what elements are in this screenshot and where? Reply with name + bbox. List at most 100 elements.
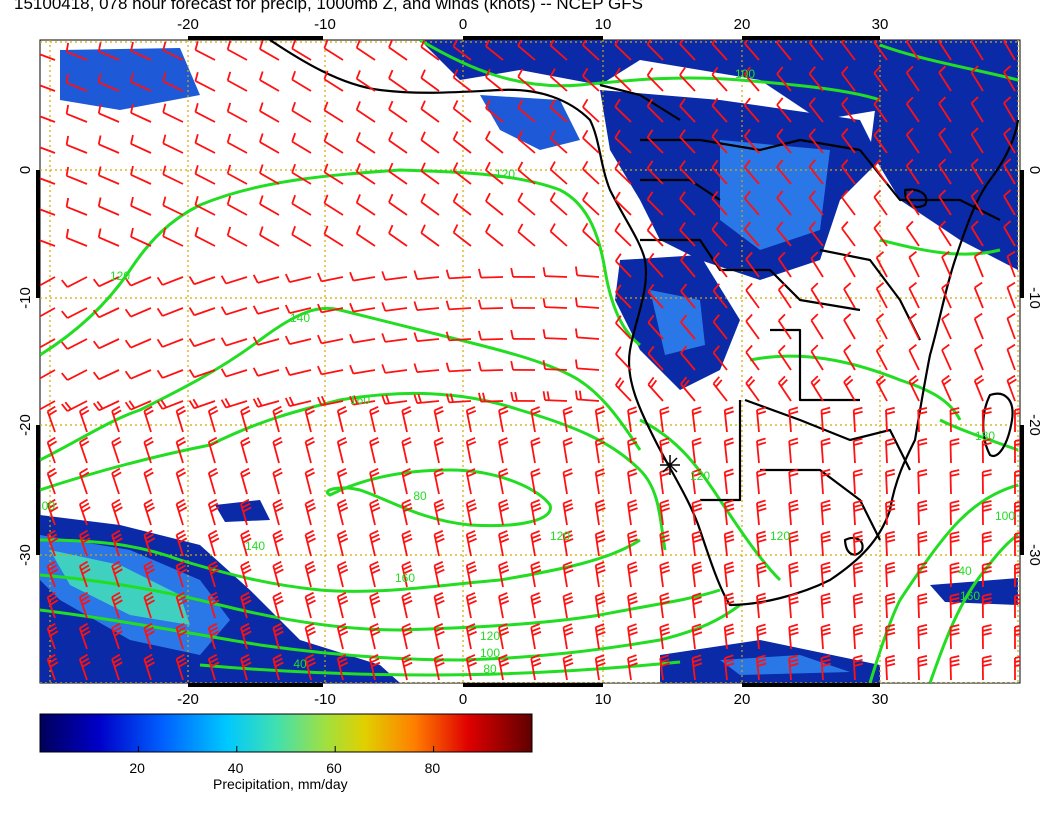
wind-barb [284, 396, 312, 407]
wind-barb [574, 359, 600, 371]
wind-barb [111, 467, 122, 495]
wind-barb [336, 436, 348, 464]
wind-barb [78, 529, 91, 557]
wind-barb [712, 252, 728, 278]
wind-barb [691, 561, 703, 588]
wind-barb [808, 190, 824, 216]
wind-barb [97, 42, 120, 61]
wind-barb [530, 468, 541, 495]
colorbar-tick-label: 60 [326, 760, 342, 776]
wind-barb [820, 437, 831, 464]
wind-barb [949, 407, 960, 433]
wind-barb [207, 591, 220, 619]
wind-barb [776, 221, 792, 247]
wind-barb [291, 101, 312, 123]
wind-barb [452, 224, 472, 247]
wind-barb [162, 196, 184, 216]
contour-label: 120 [550, 529, 570, 543]
wind-barb [615, 346, 632, 371]
wind-barb [143, 560, 156, 588]
wind-barb [240, 622, 252, 650]
wind-barb [530, 530, 542, 557]
wind-barb [97, 104, 120, 123]
contour-line [40, 391, 667, 551]
precip-area-congo-inner [720, 140, 830, 250]
wind-barb [594, 530, 606, 557]
wind-barb [465, 561, 477, 588]
wind-barb [711, 159, 728, 185]
wind-barb [594, 623, 606, 650]
wind-barb [478, 299, 504, 310]
wind-barb [420, 40, 440, 61]
wind-barb [401, 499, 413, 526]
wind-barb [873, 220, 888, 247]
wind-barb [478, 268, 504, 279]
wind-barb [970, 40, 984, 61]
wind-barb [1003, 96, 1016, 123]
contour-line [40, 306, 642, 462]
wind-barb [788, 530, 799, 557]
wind-barb [485, 223, 504, 247]
wind-barb [143, 622, 156, 650]
wind-barb [941, 312, 952, 340]
wind-barb [941, 374, 952, 402]
wind-barb [843, 251, 856, 278]
wind-barb [843, 344, 856, 371]
wind-barb [259, 226, 280, 247]
wind-barb [349, 364, 376, 375]
wind-barb [981, 500, 992, 526]
wind-barb [46, 405, 58, 433]
wind-barb [355, 70, 376, 92]
wind-barb [627, 561, 638, 588]
wind-barb [885, 561, 896, 588]
contour-label: 100 [35, 499, 55, 513]
wind-barb [304, 436, 315, 464]
wind-barb [369, 529, 381, 557]
wind-barb [259, 133, 280, 154]
wind-barb [162, 134, 184, 154]
wind-barb [873, 127, 888, 154]
wind-barb [143, 653, 156, 681]
wind-barb [549, 130, 568, 154]
wind-barb [756, 499, 767, 526]
wind-barb [349, 271, 376, 282]
wind-barb [130, 196, 152, 216]
wind-barb [226, 164, 248, 185]
wind-barb [401, 468, 412, 495]
wind-barb [647, 252, 664, 278]
wind-barb [614, 98, 632, 123]
wind-barb [40, 239, 56, 247]
wind-barb [938, 40, 952, 61]
wind-barb [40, 177, 56, 185]
wind-barb [317, 334, 344, 345]
wind-barb [498, 406, 509, 433]
wind-barb [873, 40, 888, 61]
wind-barb [355, 40, 376, 61]
wind-barb [478, 361, 504, 372]
wind-barb [777, 313, 792, 340]
contour-label: 120 [690, 469, 710, 483]
wind-barb [852, 437, 863, 464]
wind-barb [207, 560, 220, 588]
wind-barb [162, 165, 184, 185]
wind-barb [970, 189, 984, 216]
wind-barb [336, 560, 349, 588]
contour-line [939, 418, 1019, 452]
wind-barb [40, 53, 56, 61]
wind-barb [981, 655, 992, 681]
wind-barb [723, 406, 734, 433]
contour-line [928, 533, 1019, 683]
contour-label: 120 [495, 167, 515, 181]
wind-barb [143, 529, 156, 557]
wind-barb [194, 72, 216, 92]
wind-barb [938, 158, 952, 185]
wind-barb [92, 338, 120, 350]
wind-barb [381, 271, 408, 281]
wind-barb [873, 96, 888, 123]
wind-barb [291, 132, 312, 154]
wind-barb [97, 197, 120, 216]
wind-barb [498, 623, 510, 650]
wind-barb [413, 301, 440, 312]
wind-barb [627, 623, 638, 650]
wind-barb [510, 329, 536, 340]
